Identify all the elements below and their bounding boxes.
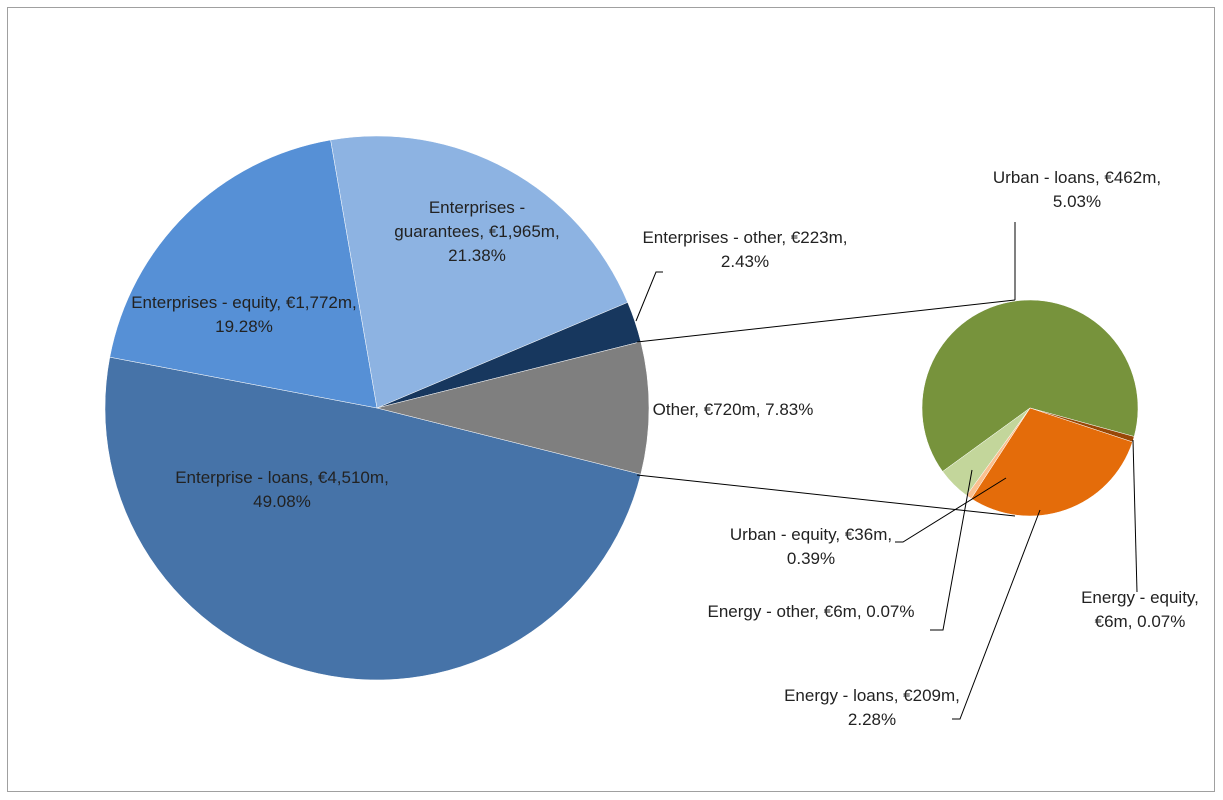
label-part: 19.28% (215, 317, 273, 336)
label-part: 2.28% (847, 710, 897, 729)
label-part: 5.03% (1052, 192, 1102, 211)
label-part: €4,510m (317, 468, 385, 487)
label-part: €6m (823, 602, 857, 621)
data-label: Enterprises - other, €223m, 2.43% (642, 228, 848, 271)
leader-line (930, 469, 973, 631)
label-part: 21.38% (448, 246, 506, 265)
label-part: €462m (1104, 168, 1157, 187)
label-part: €1,965m (488, 222, 555, 241)
data-label: Energy - loans, €209m, 2.28% (784, 686, 960, 729)
label-part: Enterprises - guarantees (394, 198, 526, 241)
label-part: €223m (790, 228, 843, 247)
label-part: Energy - other (707, 602, 815, 621)
connector (636, 299, 1016, 343)
data-label: Urban - loans, €462m, 5.03% (992, 168, 1162, 211)
data-label: Enterprises - guarantees, €1,965m, 21.38… (394, 198, 560, 265)
pie-slice (921, 299, 1139, 472)
pie-slice (104, 356, 642, 681)
data-label: Energy - other, €6m, 0.07% (707, 602, 915, 621)
label-part: Urban - loans (992, 168, 1095, 187)
label-part: 0.39% (786, 549, 836, 568)
data-label: Urban - equity, €36m, 0.39% (729, 525, 893, 568)
pie-slice (376, 341, 650, 475)
connector (636, 474, 1016, 517)
pie-slice (330, 135, 629, 409)
pie-slice (970, 407, 1133, 517)
leader-line (635, 271, 663, 322)
leader-line (895, 477, 1007, 543)
pie-slice (109, 139, 378, 409)
label-part: €209m (903, 686, 956, 705)
data-label: Other, €720m, 7.83% (652, 400, 814, 419)
label-part: 0.07% (1137, 612, 1186, 631)
label-part: Other (652, 400, 695, 419)
data-label: Enterprise - loans, €4,510m, 49.08% (175, 468, 389, 511)
label-part: €720m (703, 400, 756, 419)
label-part: Enterprise - loans (175, 468, 309, 487)
leader-line (1132, 439, 1138, 593)
label-part: Urban - equity (729, 525, 836, 544)
data-label: Energy - equity, €6m, 0.07% (1081, 588, 1199, 631)
label-part: €6m (1094, 612, 1128, 631)
label-part: 2.43% (720, 252, 770, 271)
label-part: Energy - equity (1081, 588, 1195, 607)
label-part: Enterprises - other (642, 228, 782, 247)
label-part: 7.83% (765, 400, 814, 419)
slices (104, 135, 1139, 681)
data-label: Enterprises - equity, €1,772m, 19.28% (131, 293, 357, 336)
label-part: 0.07% (866, 602, 915, 621)
label-part: 49.08% (253, 492, 311, 511)
label-part: Enterprises - equity (131, 293, 277, 312)
label-part: €36m (844, 525, 888, 544)
pie-slice (942, 407, 1031, 496)
label-part: €1,772m (285, 293, 353, 312)
label-part: Energy - loans (784, 686, 894, 705)
leader-line (952, 509, 1041, 720)
